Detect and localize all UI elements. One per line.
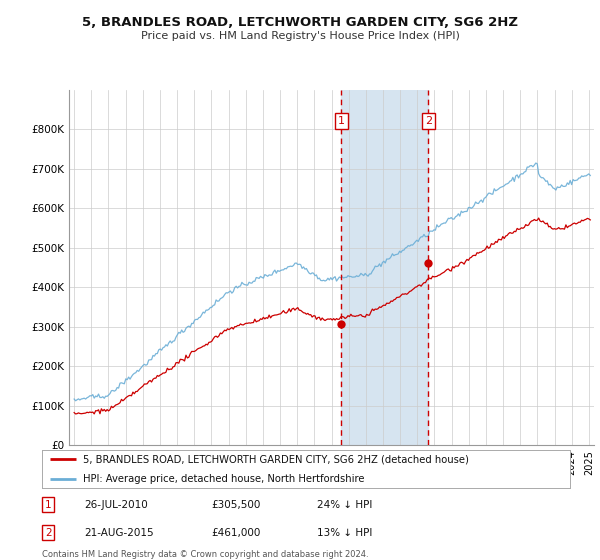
- Text: 24% ↓ HPI: 24% ↓ HPI: [317, 500, 372, 510]
- Text: 1: 1: [338, 116, 345, 126]
- Text: 5, BRANDLES ROAD, LETCHWORTH GARDEN CITY, SG6 2HZ (detached house): 5, BRANDLES ROAD, LETCHWORTH GARDEN CITY…: [83, 454, 469, 464]
- Text: HPI: Average price, detached house, North Hertfordshire: HPI: Average price, detached house, Nort…: [83, 474, 365, 484]
- Text: 5, BRANDLES ROAD, LETCHWORTH GARDEN CITY, SG6 2HZ: 5, BRANDLES ROAD, LETCHWORTH GARDEN CITY…: [82, 16, 518, 29]
- Text: 13% ↓ HPI: 13% ↓ HPI: [317, 528, 372, 538]
- Bar: [341, 90, 428, 445]
- Text: £305,500: £305,500: [211, 500, 260, 510]
- Text: 1: 1: [45, 500, 52, 510]
- Text: 2: 2: [425, 116, 432, 126]
- Text: 21-AUG-2015: 21-AUG-2015: [84, 528, 154, 538]
- Text: Price paid vs. HM Land Registry's House Price Index (HPI): Price paid vs. HM Land Registry's House …: [140, 31, 460, 41]
- Text: Contains HM Land Registry data © Crown copyright and database right 2024.
This d: Contains HM Land Registry data © Crown c…: [42, 550, 368, 560]
- Text: 26-JUL-2010: 26-JUL-2010: [84, 500, 148, 510]
- Text: £461,000: £461,000: [211, 528, 260, 538]
- Text: 2: 2: [45, 528, 52, 538]
